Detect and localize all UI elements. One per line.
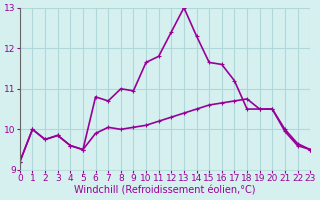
X-axis label: Windchill (Refroidissement éolien,°C): Windchill (Refroidissement éolien,°C)	[74, 186, 256, 196]
